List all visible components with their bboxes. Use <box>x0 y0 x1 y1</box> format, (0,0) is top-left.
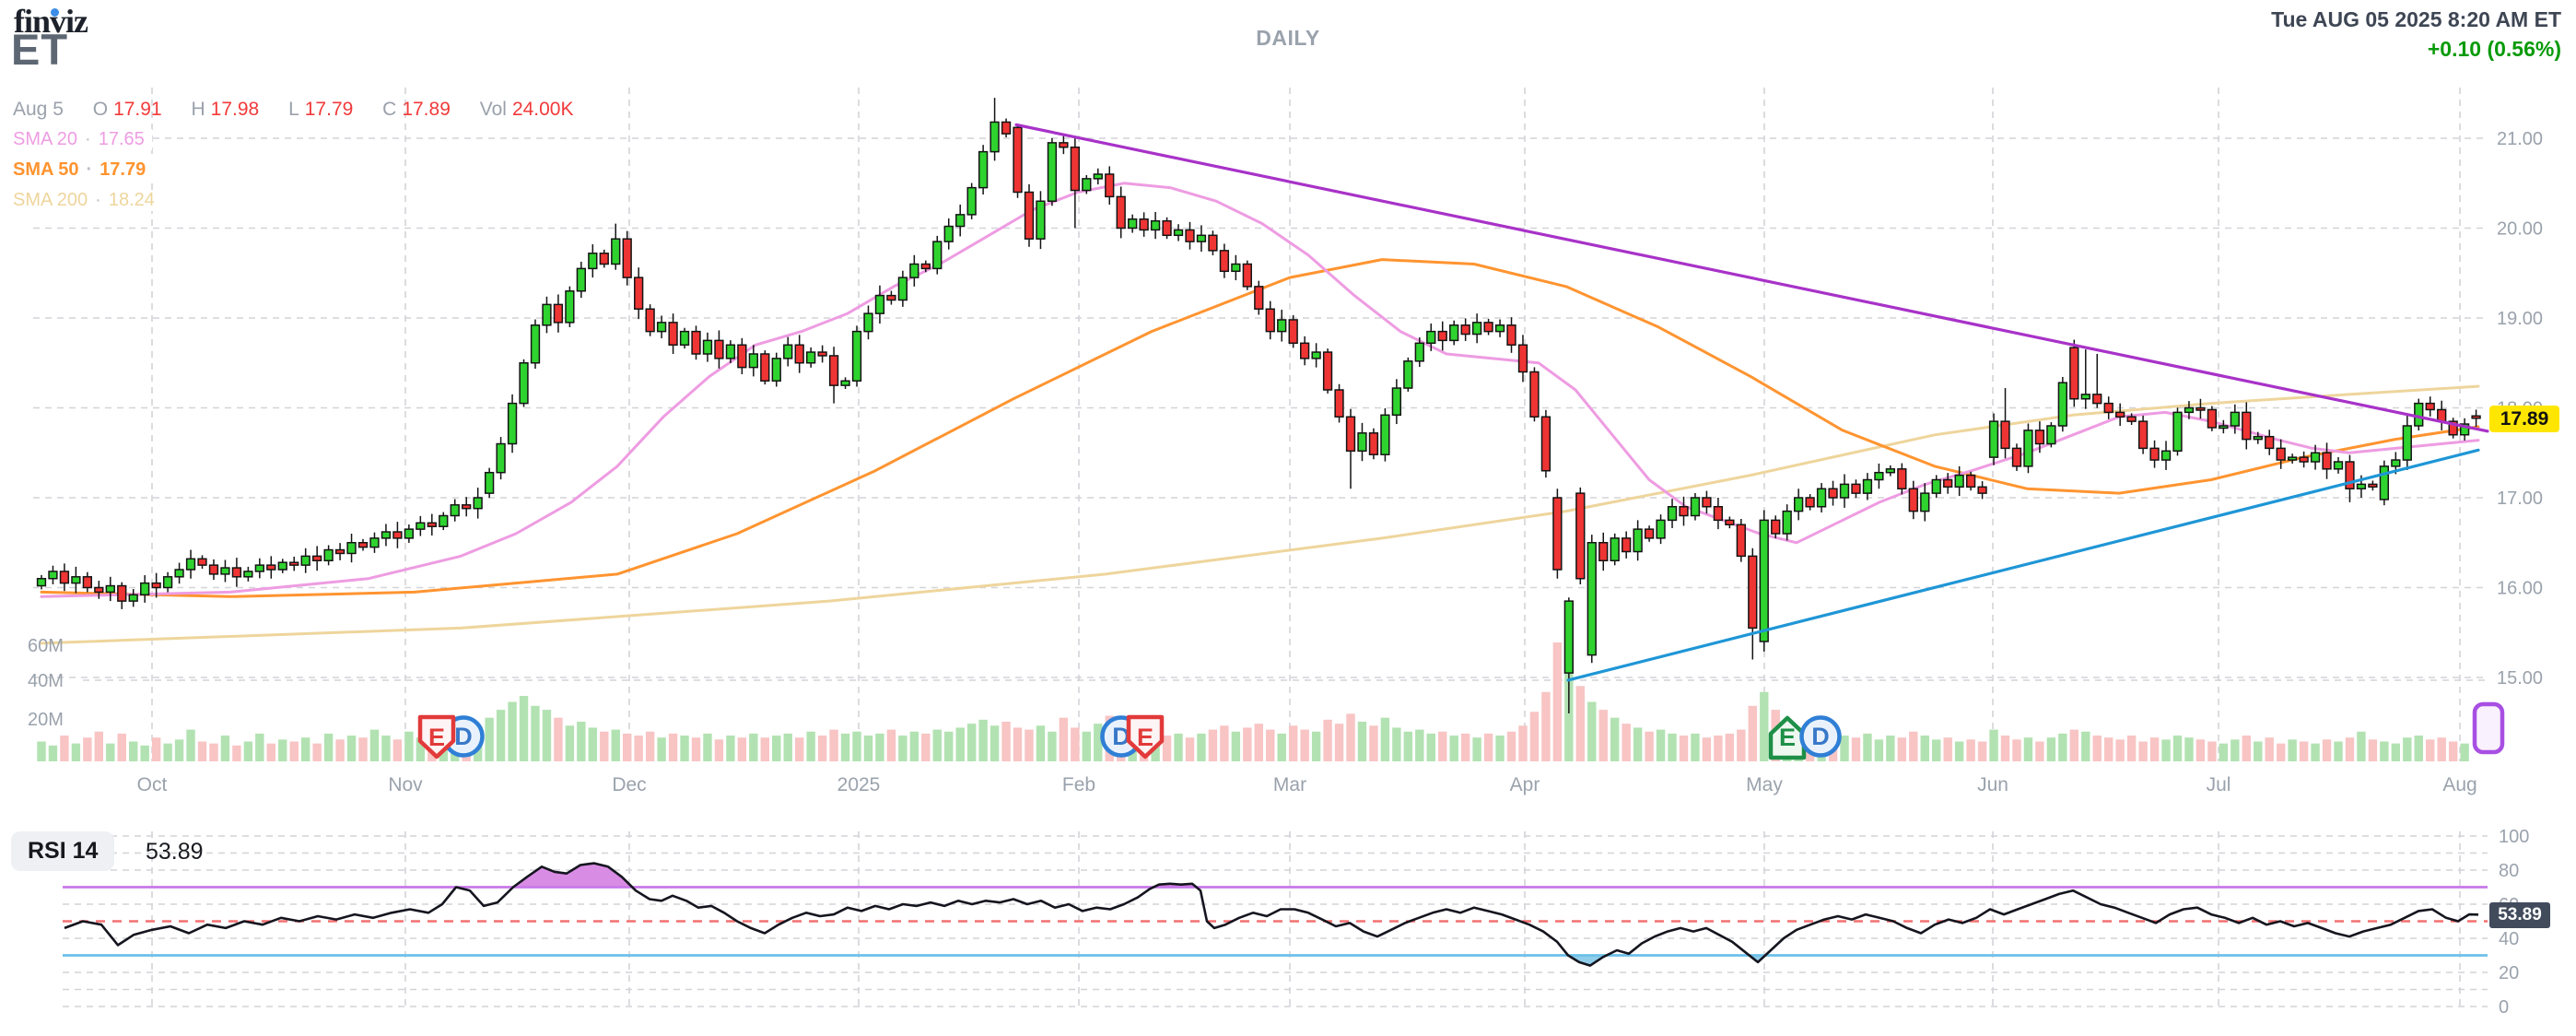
svg-text:20M: 20M <box>28 710 64 730</box>
axis-labels: 21.0020.0019.0018.0017.0016.0015.0060M40… <box>28 129 2543 1018</box>
low-label: L <box>288 99 299 120</box>
svg-text:80: 80 <box>2499 861 2519 881</box>
svg-text:D: D <box>454 723 473 750</box>
sma50-line <box>40 258 2480 598</box>
svg-text:May: May <box>1746 774 1783 795</box>
volume-value: 24.00K <box>511 99 574 120</box>
sma200-line <box>40 384 2480 645</box>
price-change: +0.10 (0.56%) <box>2427 37 2561 61</box>
svg-text:E: E <box>1137 724 1153 751</box>
legend-dot: · <box>86 159 93 180</box>
svg-text:Dec: Dec <box>612 774 646 795</box>
svg-text:21.00: 21.00 <box>2497 129 2543 149</box>
svg-text:20: 20 <box>2499 963 2519 983</box>
sma20-value: 17.65 <box>98 129 145 149</box>
svg-text:Jul: Jul <box>2207 774 2231 795</box>
close-value: 17.89 <box>402 99 451 120</box>
sma200-legend: SMA 200 · 18.24 <box>13 190 162 211</box>
svg-text:60M: 60M <box>28 636 64 656</box>
descending-trendline[interactable] <box>1014 123 2489 433</box>
rsi-indicator-label[interactable]: RSI 14 <box>11 831 115 871</box>
high-value: 17.98 <box>210 99 260 120</box>
rsi-current-value: 53.89 <box>146 839 204 865</box>
legend-dot: · <box>95 190 101 210</box>
svg-text:20.00: 20.00 <box>2497 219 2543 240</box>
high-label: H <box>191 99 205 120</box>
sma200-label: SMA 200 <box>13 190 88 210</box>
earnings-badge-feb[interactable]: E <box>1126 714 1165 759</box>
rsi-line <box>64 862 2479 967</box>
svg-text:Apr: Apr <box>1510 774 1540 795</box>
volume-label: Vol <box>479 99 507 120</box>
svg-text:19.00: 19.00 <box>2497 309 2543 329</box>
earnings-badge-nov[interactable]: E <box>417 714 456 759</box>
sma50-value: 17.79 <box>100 159 146 180</box>
svg-text:Mar: Mar <box>1273 774 1306 795</box>
ticker-symbol: ET <box>11 25 69 74</box>
svg-text:Nov: Nov <box>388 774 423 795</box>
earnings-badge-may[interactable]: E <box>1768 715 1807 760</box>
svg-text:Feb: Feb <box>1062 774 1095 795</box>
gridlines <box>33 88 2488 1009</box>
legend-dot: · <box>85 129 91 149</box>
ohlc-row: Aug 5 O 17.91 H 17.98 L 17.79 C 17.89 Vol 24.… <box>13 99 574 121</box>
svg-text:E: E <box>1779 724 1796 751</box>
svg-text:Jun: Jun <box>1977 774 2008 795</box>
svg-text:Oct: Oct <box>137 774 168 795</box>
svg-text:E: E <box>428 724 445 751</box>
timeframe-label[interactable]: DAILY <box>1256 26 1320 50</box>
rsi-overbought-fill <box>64 863 2478 888</box>
svg-text:16.00: 16.00 <box>2497 579 2543 599</box>
low-value: 17.79 <box>304 99 354 120</box>
ohlc-date: Aug 5 <box>13 99 64 120</box>
logo-dot-icon <box>51 8 59 17</box>
candlesticks <box>36 98 2481 713</box>
sma20-label: SMA 20 <box>13 129 78 149</box>
sma50-legend: SMA 50 · 17.79 <box>13 159 154 181</box>
event-badges[interactable]: DE D E E D <box>417 701 2505 760</box>
svg-text:17.00: 17.00 <box>2497 489 2543 509</box>
close-label: C <box>382 99 397 120</box>
open-value: 17.91 <box>113 99 162 120</box>
sma200-value: 18.24 <box>108 190 155 210</box>
last-price-tag: 17.89 <box>2489 406 2559 432</box>
open-label: O <box>92 99 109 120</box>
upcoming-earnings-badge-aug[interactable] <box>2472 701 2505 755</box>
dividend-badge-may[interactable]: D <box>1799 715 1842 758</box>
ascending-trendline[interactable] <box>1566 448 2480 682</box>
sma50-label: SMA 50 <box>13 159 79 180</box>
sma20-legend: SMA 20 · 17.65 <box>13 129 152 150</box>
rsi-axis-badge: 53.89 <box>2489 902 2550 928</box>
svg-text:0: 0 <box>2499 997 2509 1018</box>
svg-text:100: 100 <box>2499 827 2529 847</box>
svg-text:15.00: 15.00 <box>2497 668 2543 689</box>
svg-text:2025: 2025 <box>837 774 881 795</box>
svg-text:D: D <box>1112 723 1130 750</box>
svg-text:40: 40 <box>2499 929 2519 949</box>
volume-bars <box>37 642 2469 761</box>
datetime-label: Tue AUG 05 2025 8:20 AM ET <box>2271 7 2561 31</box>
svg-text:D: D <box>1811 723 1830 750</box>
svg-text:Aug: Aug <box>2442 774 2476 795</box>
svg-text:40M: 40M <box>28 671 64 691</box>
